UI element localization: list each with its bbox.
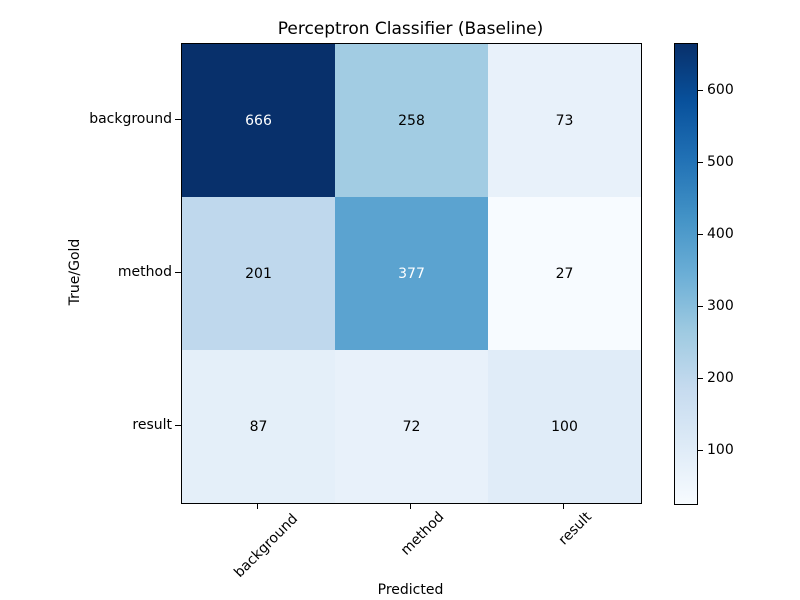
colorbar-tick-mark — [697, 162, 703, 163]
colorbar-gradient — [674, 43, 698, 505]
colorbar-tick-label-500: 500 — [707, 154, 734, 170]
x-tick-mark — [410, 503, 411, 509]
y-tick-mark — [175, 272, 182, 273]
y-tick-label-result: result — [132, 417, 172, 433]
matrix-cell-r2c1: 72 — [335, 350, 488, 503]
colorbar-tick-label-600: 600 — [707, 82, 734, 98]
colorbar-tick-label-300: 300 — [707, 298, 734, 314]
heatmap-plot-area: 666 258 73 201 377 27 87 72 100 — [181, 43, 642, 504]
x-tick-label-method: method — [397, 509, 448, 559]
matrix-cell-r0c1: 258 — [335, 44, 488, 197]
colorbar-tick-mark — [697, 234, 703, 235]
colorbar-tick-label-200: 200 — [707, 370, 734, 386]
matrix-cell-r1c2: 27 — [488, 197, 641, 350]
x-axis-title: Predicted — [377, 582, 444, 598]
colorbar-tick-label-400: 400 — [707, 226, 734, 242]
y-tick-label-method: method — [117, 264, 172, 280]
x-tick-mark — [257, 503, 258, 509]
y-axis-title: True/Gold — [67, 238, 83, 306]
matrix-cell-r2c2: 100 — [488, 350, 641, 503]
matrix-cell-r2c0: 87 — [182, 350, 335, 503]
colorbar-tick-mark — [697, 378, 703, 379]
matrix-cell-r1c1: 377 — [335, 197, 488, 350]
colorbar-tick-label-100: 100 — [707, 442, 734, 458]
y-tick-mark — [175, 119, 182, 120]
chart-title: Perceptron Classifier (Baseline) — [277, 19, 544, 39]
y-tick-mark — [175, 425, 182, 426]
y-tick-label-background: background — [89, 111, 172, 127]
colorbar-tick-mark — [697, 450, 703, 451]
x-tick-label-background: background — [231, 511, 302, 581]
colorbar-tick-mark — [697, 306, 703, 307]
x-tick-mark — [563, 503, 564, 509]
colorbar-tick-mark — [697, 90, 703, 91]
x-tick-label-result: result — [555, 509, 596, 549]
matrix-cell-r0c2: 73 — [488, 44, 641, 197]
matrix-cell-r1c0: 201 — [182, 197, 335, 350]
matrix-cell-r0c0: 666 — [182, 44, 335, 197]
